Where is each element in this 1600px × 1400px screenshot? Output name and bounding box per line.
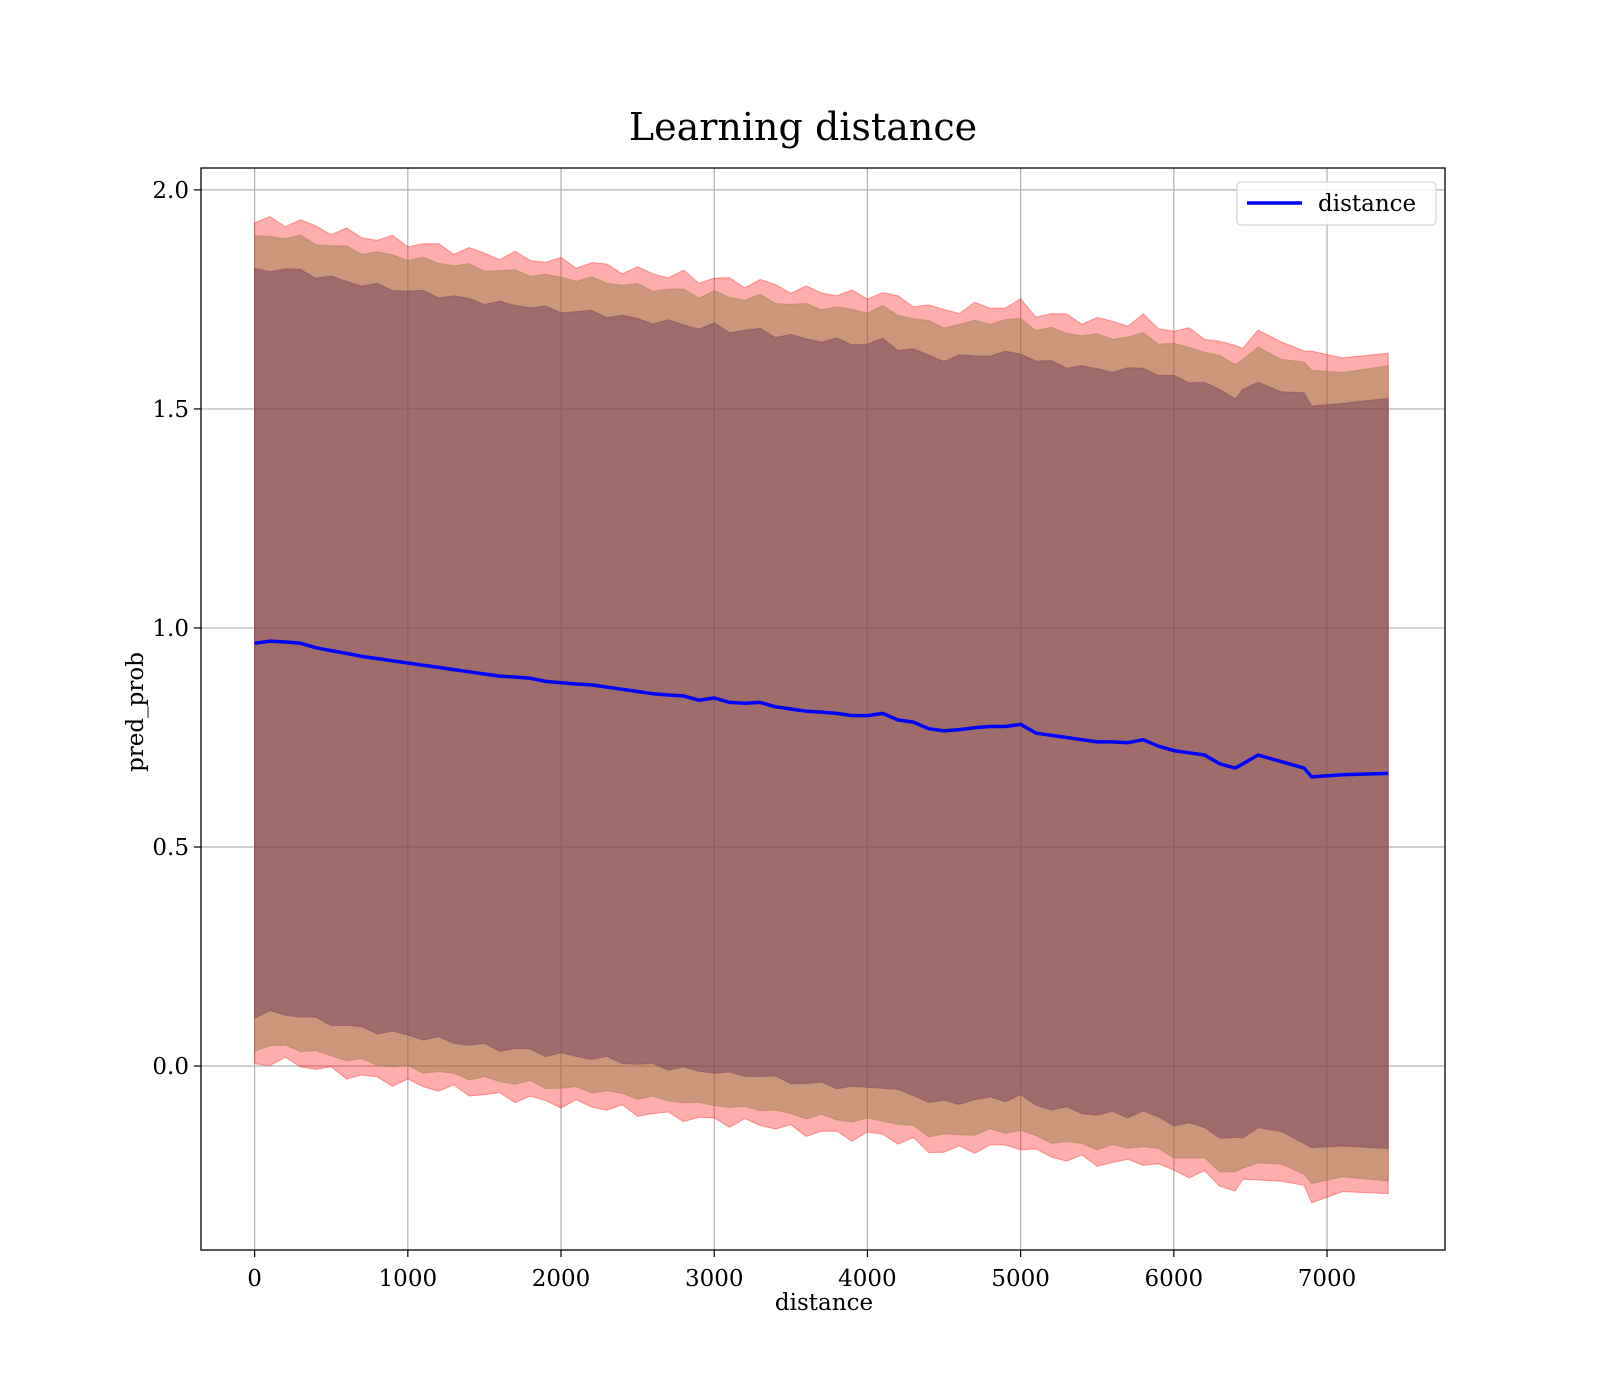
x-axis-label: distance bbox=[775, 1290, 873, 1316]
y-tick-label: 0.0 bbox=[152, 1054, 189, 1080]
x-tick-label: 0 bbox=[247, 1266, 262, 1292]
confidence-band bbox=[254, 267, 1389, 1150]
y-tick-label: 0.5 bbox=[152, 835, 189, 861]
confidence-band bbox=[254, 234, 1389, 1185]
chart-title: Learning distance bbox=[629, 105, 977, 149]
y-tick-label: 1.0 bbox=[152, 616, 189, 642]
confidence-bands bbox=[254, 216, 1389, 1204]
x-tick-label: 5000 bbox=[991, 1266, 1050, 1292]
legend-box bbox=[1236, 181, 1437, 226]
y-tick-label: 1.5 bbox=[152, 397, 189, 423]
legend: distance bbox=[1236, 181, 1437, 226]
series-line-distance bbox=[254, 639, 1389, 779]
x-tick-label: 2000 bbox=[532, 1266, 591, 1292]
x-tick-label: 3000 bbox=[685, 1266, 744, 1292]
plot-frame bbox=[200, 167, 1446, 1251]
x-tick-label: 7000 bbox=[1298, 1266, 1357, 1292]
confidence-band bbox=[254, 216, 1389, 1204]
legend-label: distance bbox=[1318, 191, 1416, 217]
axis-ticks: 0 1000 2000 3000 4000 5000 6000 7000 0.0 0.5 1.0 1.… bbox=[152, 178, 1356, 1292]
x-tick-label: 6000 bbox=[1145, 1266, 1204, 1292]
x-tick-label: 1000 bbox=[379, 1266, 438, 1292]
x-tick-label: 4000 bbox=[838, 1266, 897, 1292]
series-lines bbox=[254, 639, 1389, 779]
y-axis-label: pred_prob bbox=[123, 652, 149, 772]
y-tick-label: 2.0 bbox=[152, 178, 189, 204]
